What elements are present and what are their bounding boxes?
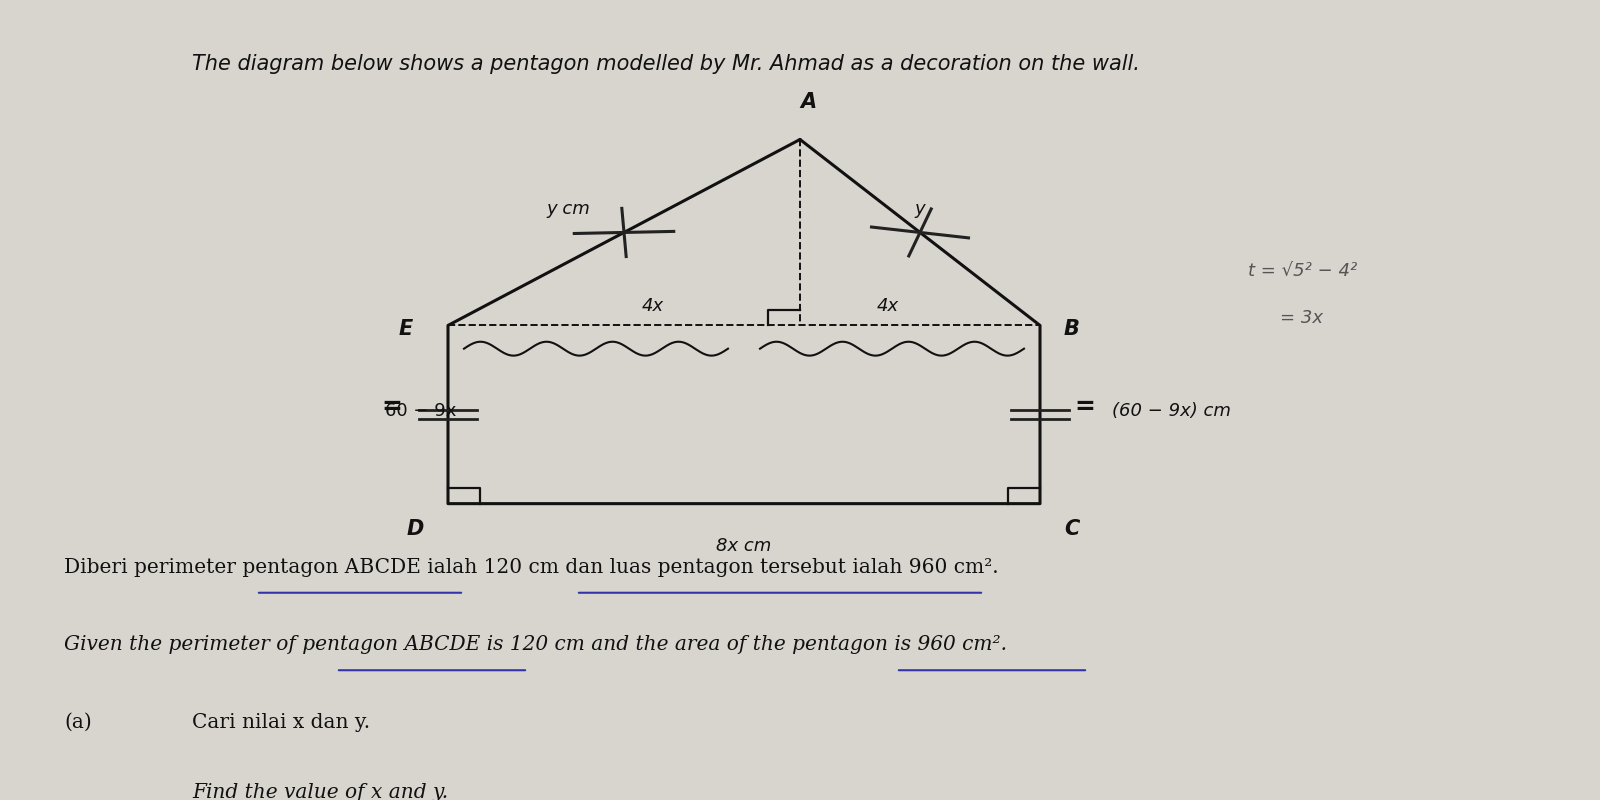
Text: t = √5² − 4²: t = √5² − 4² (1248, 262, 1357, 280)
Text: Cari nilai x dan y.: Cari nilai x dan y. (192, 713, 370, 732)
Text: A: A (800, 92, 816, 112)
Text: C: C (1064, 519, 1080, 539)
Text: (a): (a) (64, 713, 91, 732)
Text: B: B (1064, 319, 1080, 339)
Text: (60 − 9x) cm: (60 − 9x) cm (1112, 402, 1230, 420)
Text: D: D (406, 519, 424, 539)
Text: E: E (398, 319, 413, 339)
Text: y cm: y cm (546, 200, 590, 218)
Text: Find the value of x and y.: Find the value of x and y. (192, 782, 448, 800)
Text: 8x cm: 8x cm (717, 538, 771, 555)
Text: 60 − 9x: 60 − 9x (384, 402, 456, 420)
Text: The diagram below shows a pentagon modelled by Mr. Ahmad as a decoration on the : The diagram below shows a pentagon model… (192, 54, 1139, 74)
Text: 4x: 4x (877, 297, 899, 315)
Text: =: = (1074, 394, 1096, 418)
Text: =: = (381, 394, 403, 418)
Text: y: y (915, 200, 925, 218)
Text: 4x: 4x (642, 297, 664, 315)
Text: Given the perimeter of pentagon ABCDE is 120 cm and the area of the pentagon is : Given the perimeter of pentagon ABCDE is… (64, 635, 1006, 654)
Text: = 3x: = 3x (1280, 309, 1323, 326)
Text: Diberi perimeter pentagon ABCDE ialah 120 cm dan luas pentagon tersebut ialah 96: Diberi perimeter pentagon ABCDE ialah 12… (64, 558, 998, 577)
